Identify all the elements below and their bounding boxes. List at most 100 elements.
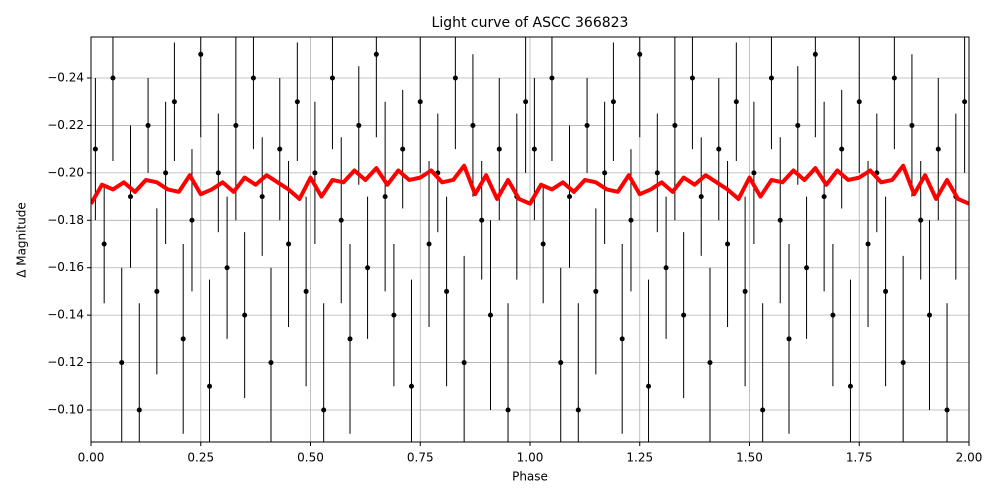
data-point [654, 170, 660, 176]
data-point [593, 288, 599, 294]
y-tick-label: −0.22 [47, 118, 84, 132]
y-tick-label: −0.10 [47, 402, 84, 416]
data-point [444, 288, 450, 294]
data-point [382, 194, 388, 200]
data-point [523, 99, 529, 105]
x-tick-label: 0.25 [187, 451, 214, 465]
data-point [207, 383, 213, 389]
data-point [294, 99, 300, 105]
data-point [268, 360, 274, 366]
data-point [250, 75, 256, 81]
data-point [567, 194, 573, 200]
data-point [628, 217, 634, 223]
data-point [259, 194, 265, 200]
x-tick-label: 2.00 [956, 451, 983, 465]
data-point [558, 360, 564, 366]
data-point [716, 146, 722, 152]
data-point [356, 122, 362, 128]
data-point [215, 170, 221, 176]
data-point [338, 217, 344, 223]
data-point [812, 51, 818, 57]
data-point [505, 407, 511, 413]
x-tick-label: 1.50 [736, 451, 763, 465]
data-point [408, 383, 414, 389]
data-point [119, 360, 125, 366]
model-line [91, 163, 969, 206]
data-point [777, 217, 783, 223]
data-point [909, 122, 915, 128]
data-point [804, 265, 810, 271]
y-axis-label: Δ Magnitude [15, 202, 29, 278]
x-tick-label: 0.50 [297, 451, 324, 465]
axes: 0.00 0.25 0.50 0.75 1.00 1.25 1.50 1.75 2.00 −0.2… [47, 71, 982, 465]
data-point [733, 99, 739, 105]
data-point [136, 407, 142, 413]
x-tick-label: 1.75 [846, 451, 873, 465]
data-point [198, 51, 204, 57]
x-axis-label: Phase [512, 470, 548, 484]
x-tick-label: 1.00 [517, 451, 544, 465]
y-tick-label: −0.24 [47, 71, 84, 85]
data-point [171, 99, 177, 105]
data-point [154, 288, 160, 294]
data-point [742, 288, 748, 294]
data-point [496, 146, 502, 152]
data-point [839, 146, 845, 152]
data-point [847, 383, 853, 389]
data-point [602, 170, 608, 176]
y-tick-label: −0.14 [47, 308, 84, 322]
data-point [101, 241, 107, 247]
data-point [347, 336, 353, 342]
data-point [189, 217, 195, 223]
data-point [487, 312, 493, 318]
data-point [707, 360, 713, 366]
y-tick-label: −0.20 [47, 165, 84, 179]
data-point [470, 122, 476, 128]
data-point [681, 312, 687, 318]
data-point [751, 170, 757, 176]
data-point [584, 122, 590, 128]
data-point [795, 122, 801, 128]
data-point [110, 75, 116, 81]
data-point [128, 194, 134, 200]
data-point [373, 51, 379, 57]
data-point [926, 312, 932, 318]
data-point [329, 75, 335, 81]
data-point [865, 241, 871, 247]
data-point [180, 336, 186, 342]
y-tick-label: −0.16 [47, 260, 84, 274]
data-point [92, 146, 98, 152]
data-point [619, 336, 625, 342]
data-point [224, 265, 230, 271]
data-point [821, 194, 827, 200]
data-point [531, 146, 537, 152]
data-point [286, 241, 292, 247]
x-tick-label: 1.25 [626, 451, 653, 465]
x-tick-label: 0.75 [407, 451, 434, 465]
data-point [891, 75, 897, 81]
data-point [646, 383, 652, 389]
data-point [549, 75, 555, 81]
data-point [883, 288, 889, 294]
data-point [786, 336, 792, 342]
data-point [452, 75, 458, 81]
data-point [575, 407, 581, 413]
data-point [689, 75, 695, 81]
data-point [900, 360, 906, 366]
data-point [233, 122, 239, 128]
data-point [610, 99, 616, 105]
y-tick-label: −0.18 [47, 213, 84, 227]
data-point [672, 122, 678, 128]
data-point [242, 312, 248, 318]
data-point [400, 146, 406, 152]
data-point [830, 312, 836, 318]
data-point [145, 122, 151, 128]
data-point [637, 51, 643, 57]
y-tick-label: −0.12 [47, 355, 84, 369]
data-point [277, 146, 283, 152]
data-point [365, 265, 371, 271]
data-point [479, 217, 485, 223]
data-point [540, 241, 546, 247]
data-point [417, 99, 423, 105]
